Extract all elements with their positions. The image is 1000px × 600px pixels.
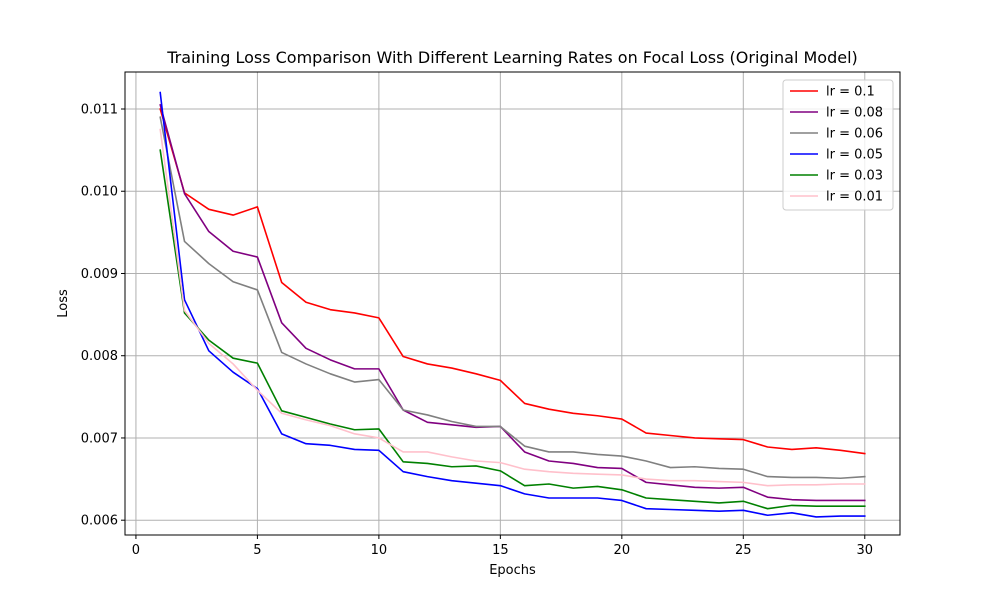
series-line-lr-0-1 <box>159 108 866 455</box>
legend-items: lr = 0.1 lr = 0.08 lr = 0.06 lr = 0.05 lr = … <box>790 85 883 205</box>
grid-lines <box>125 72 900 535</box>
x-tick-label: 25 <box>735 543 752 558</box>
x-tick-label: 30 <box>856 543 873 558</box>
axis-ticks: 0 5 10 15 20 25 30 0.006 0.007 0.008 0.009 0.010 0.0… <box>81 103 873 558</box>
plot-frame <box>124 71 901 536</box>
chart-title: Training Loss Comparison With Different … <box>166 48 858 67</box>
y-tick-label: 0.008 <box>81 349 118 364</box>
legend-label: lr = 0.1 <box>826 85 875 100</box>
legend-label: lr = 0.03 <box>826 169 883 184</box>
x-tick-label: 5 <box>253 543 261 558</box>
x-tick-label: 15 <box>492 543 509 558</box>
y-tick-label: 0.006 <box>81 514 118 529</box>
series-line-lr-0-01 <box>159 128 866 487</box>
y-tick-label: 0.010 <box>81 185 118 200</box>
series-line-lr-0-08 <box>159 103 866 502</box>
y-tick-label: 0.011 <box>81 103 118 118</box>
legend-label: lr = 0.06 <box>826 127 883 142</box>
legend: lr = 0.1 lr = 0.08 lr = 0.06 lr = 0.05 lr = … <box>782 79 894 211</box>
legend-label: lr = 0.08 <box>826 106 883 121</box>
x-axis-title: Epochs <box>489 563 536 578</box>
y-tick-label: 0.009 <box>81 267 118 282</box>
series-line-lr-0-06 <box>159 116 866 480</box>
series-line-lr-0-05 <box>159 91 866 518</box>
x-tick-label: 20 <box>614 543 631 558</box>
legend-label: lr = 0.05 <box>826 148 883 163</box>
legend-label: lr = 0.01 <box>826 190 883 205</box>
x-tick-label: 10 <box>371 543 388 558</box>
x-tick-label: 0 <box>132 543 140 558</box>
series-lines <box>159 91 866 518</box>
y-tick-label: 0.007 <box>81 431 118 446</box>
y-axis-title: Loss <box>56 289 71 318</box>
series-line-lr-0-03 <box>159 149 866 510</box>
